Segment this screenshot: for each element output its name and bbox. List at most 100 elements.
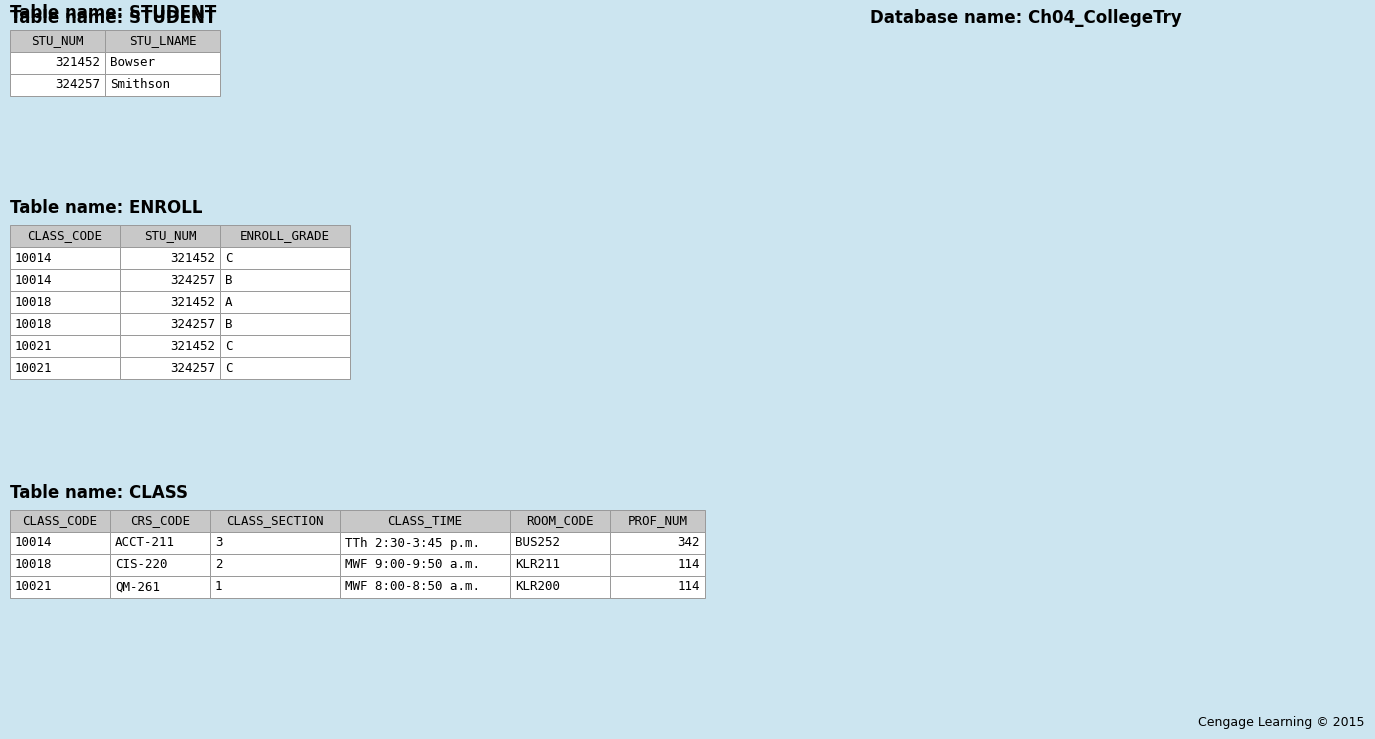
Text: B: B bbox=[226, 273, 232, 287]
Text: Table name: STUDENT: Table name: STUDENT bbox=[10, 4, 216, 22]
Text: STU_NUM: STU_NUM bbox=[32, 35, 84, 47]
Bar bbox=[104, 30, 220, 52]
Text: TTh 2:30-3:45 p.m.: TTh 2:30-3:45 p.m. bbox=[345, 537, 480, 550]
Bar bbox=[110, 510, 210, 532]
Text: BUS252: BUS252 bbox=[516, 537, 560, 550]
Bar bbox=[340, 576, 510, 598]
Bar bbox=[210, 510, 340, 532]
Text: 10018: 10018 bbox=[15, 559, 52, 571]
Text: 324257: 324257 bbox=[170, 273, 214, 287]
Text: Table name: CLASS: Table name: CLASS bbox=[10, 484, 188, 502]
Bar bbox=[510, 532, 610, 554]
Text: Cengage Learning © 2015: Cengage Learning © 2015 bbox=[1199, 716, 1365, 729]
Text: C: C bbox=[226, 361, 232, 375]
Bar bbox=[10, 247, 120, 269]
Bar bbox=[10, 291, 120, 313]
Text: C: C bbox=[226, 339, 232, 353]
Bar bbox=[120, 225, 220, 247]
Text: 324257: 324257 bbox=[55, 78, 100, 92]
Bar bbox=[610, 576, 705, 598]
Text: ENROLL_GRADE: ENROLL_GRADE bbox=[241, 230, 330, 242]
Bar bbox=[10, 52, 104, 74]
Text: ROOM_CODE: ROOM_CODE bbox=[527, 514, 594, 528]
Text: CLASS_SECTION: CLASS_SECTION bbox=[227, 514, 323, 528]
Bar bbox=[340, 532, 510, 554]
Bar bbox=[10, 335, 120, 357]
Bar bbox=[220, 335, 351, 357]
Bar bbox=[120, 291, 220, 313]
Text: 321452: 321452 bbox=[170, 339, 214, 353]
Bar bbox=[510, 554, 610, 576]
Text: CLASS_CODE: CLASS_CODE bbox=[22, 514, 98, 528]
Bar bbox=[10, 576, 110, 598]
Bar bbox=[10, 225, 120, 247]
Bar bbox=[120, 313, 220, 335]
Bar bbox=[220, 225, 351, 247]
Text: 324257: 324257 bbox=[170, 361, 214, 375]
Text: CRS_CODE: CRS_CODE bbox=[131, 514, 190, 528]
Bar bbox=[104, 52, 220, 74]
Bar bbox=[220, 313, 351, 335]
Text: MWF 9:00-9:50 a.m.: MWF 9:00-9:50 a.m. bbox=[345, 559, 480, 571]
Text: 10018: 10018 bbox=[15, 318, 52, 330]
Text: 10014: 10014 bbox=[15, 273, 52, 287]
Bar bbox=[110, 576, 210, 598]
Text: ACCT-211: ACCT-211 bbox=[116, 537, 175, 550]
Bar bbox=[120, 357, 220, 379]
Text: KLR200: KLR200 bbox=[516, 581, 560, 593]
Bar bbox=[220, 291, 351, 313]
Text: 10021: 10021 bbox=[15, 581, 52, 593]
Text: 342: 342 bbox=[678, 537, 700, 550]
Bar bbox=[210, 532, 340, 554]
Bar bbox=[510, 576, 610, 598]
Bar bbox=[210, 554, 340, 576]
Bar bbox=[110, 554, 210, 576]
Bar bbox=[10, 74, 104, 96]
Text: 10021: 10021 bbox=[15, 361, 52, 375]
Text: MWF 8:00-8:50 a.m.: MWF 8:00-8:50 a.m. bbox=[345, 581, 480, 593]
Bar bbox=[120, 269, 220, 291]
Text: KLR211: KLR211 bbox=[516, 559, 560, 571]
Text: QM-261: QM-261 bbox=[116, 581, 160, 593]
Text: 2: 2 bbox=[214, 559, 223, 571]
Bar bbox=[104, 74, 220, 96]
Text: STU_LNAME: STU_LNAME bbox=[129, 35, 197, 47]
Bar bbox=[120, 335, 220, 357]
Text: 10014: 10014 bbox=[15, 537, 52, 550]
Text: 10021: 10021 bbox=[15, 339, 52, 353]
Bar bbox=[210, 576, 340, 598]
Bar bbox=[340, 554, 510, 576]
Bar bbox=[120, 247, 220, 269]
Bar bbox=[510, 510, 610, 532]
Text: Smithson: Smithson bbox=[110, 78, 170, 92]
Text: 10018: 10018 bbox=[15, 296, 52, 308]
Text: CLASS_TIME: CLASS_TIME bbox=[388, 514, 462, 528]
Bar bbox=[610, 510, 705, 532]
Text: CLASS_CODE: CLASS_CODE bbox=[28, 230, 103, 242]
Bar bbox=[610, 532, 705, 554]
Bar bbox=[10, 30, 104, 52]
Text: 114: 114 bbox=[678, 581, 700, 593]
Bar bbox=[110, 532, 210, 554]
Text: CIS-220: CIS-220 bbox=[116, 559, 168, 571]
Bar bbox=[10, 357, 120, 379]
Text: Bowser: Bowser bbox=[110, 56, 155, 69]
Text: 321452: 321452 bbox=[170, 251, 214, 265]
Text: 3: 3 bbox=[214, 537, 223, 550]
Bar bbox=[220, 269, 351, 291]
Text: 10014: 10014 bbox=[15, 251, 52, 265]
Text: STU_NUM: STU_NUM bbox=[144, 230, 197, 242]
Text: 1: 1 bbox=[214, 581, 223, 593]
Bar bbox=[10, 554, 110, 576]
Bar bbox=[10, 269, 120, 291]
Bar bbox=[10, 313, 120, 335]
Text: A: A bbox=[226, 296, 232, 308]
Text: 114: 114 bbox=[678, 559, 700, 571]
Text: C: C bbox=[226, 251, 232, 265]
Text: 321452: 321452 bbox=[55, 56, 100, 69]
Bar bbox=[220, 357, 351, 379]
Bar bbox=[610, 554, 705, 576]
Bar bbox=[10, 510, 110, 532]
Text: 324257: 324257 bbox=[170, 318, 214, 330]
Bar bbox=[340, 510, 510, 532]
